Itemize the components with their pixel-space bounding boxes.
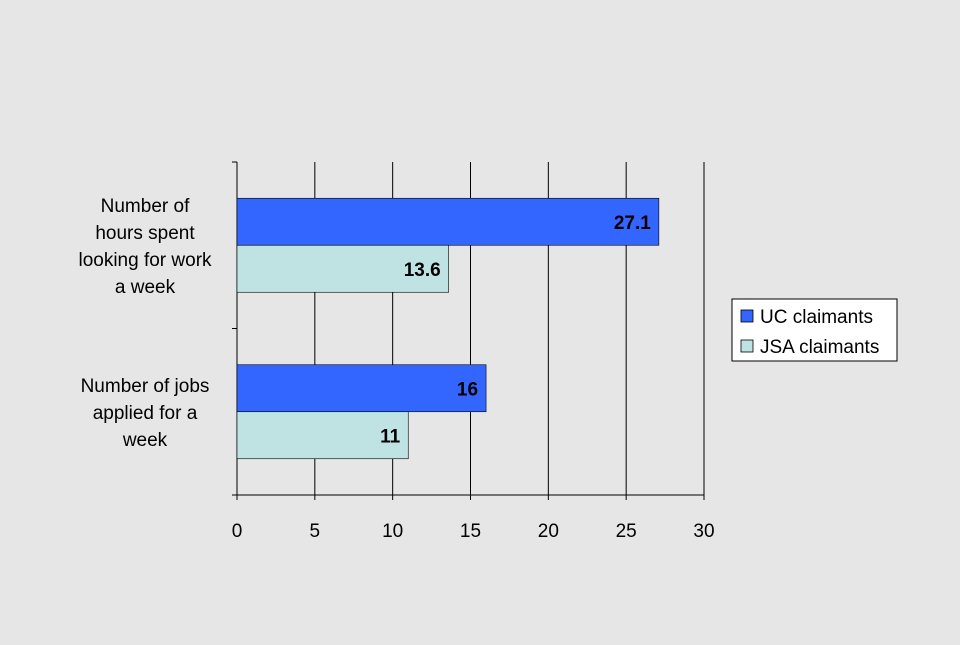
data-label: 11	[380, 426, 401, 447]
category-label-line: a week	[115, 277, 176, 298]
category-label-line: Number of	[101, 196, 190, 217]
x-tick-label: 0	[232, 521, 243, 542]
category-label-line: applied for a	[93, 403, 198, 424]
data-label: 13.6	[404, 260, 441, 281]
category-label-line: looking for work	[78, 250, 212, 271]
category-label-line: hours spent	[95, 223, 195, 244]
legend: UC claimants JSA claimants	[731, 298, 898, 362]
data-label: 16	[457, 379, 478, 400]
category-label: Number of jobs applied for a week	[81, 376, 210, 451]
x-tick-label: 15	[460, 521, 481, 542]
bar	[236, 197, 660, 246]
data-label: 27.1	[614, 213, 651, 234]
data-labels: 27.1 13.6 16 11	[380, 213, 651, 448]
x-tick-label: 25	[616, 521, 637, 542]
legend-swatch	[740, 309, 754, 323]
x-tick-labels: 0 5 10 15 20 25 30	[232, 521, 715, 542]
legend-label: UC claimants	[760, 307, 873, 328]
category-label-line: Number of jobs	[81, 376, 210, 397]
bar	[236, 244, 450, 293]
x-tick-label: 10	[382, 521, 403, 542]
x-tick-label: 30	[693, 521, 714, 542]
legend-label: JSA claimants	[760, 337, 879, 358]
category-label: Number of hours spent looking for work a we…	[78, 196, 212, 298]
bars	[236, 197, 660, 460]
x-tick-label: 5	[310, 521, 321, 542]
bar	[236, 364, 487, 413]
category-labels: Number of hours spent looking for work a we…	[78, 196, 212, 451]
legend-swatch	[740, 339, 754, 353]
legend-box	[731, 298, 898, 362]
category-label-line: week	[122, 430, 168, 451]
bar	[236, 411, 409, 460]
x-tick-label: 20	[538, 521, 559, 542]
